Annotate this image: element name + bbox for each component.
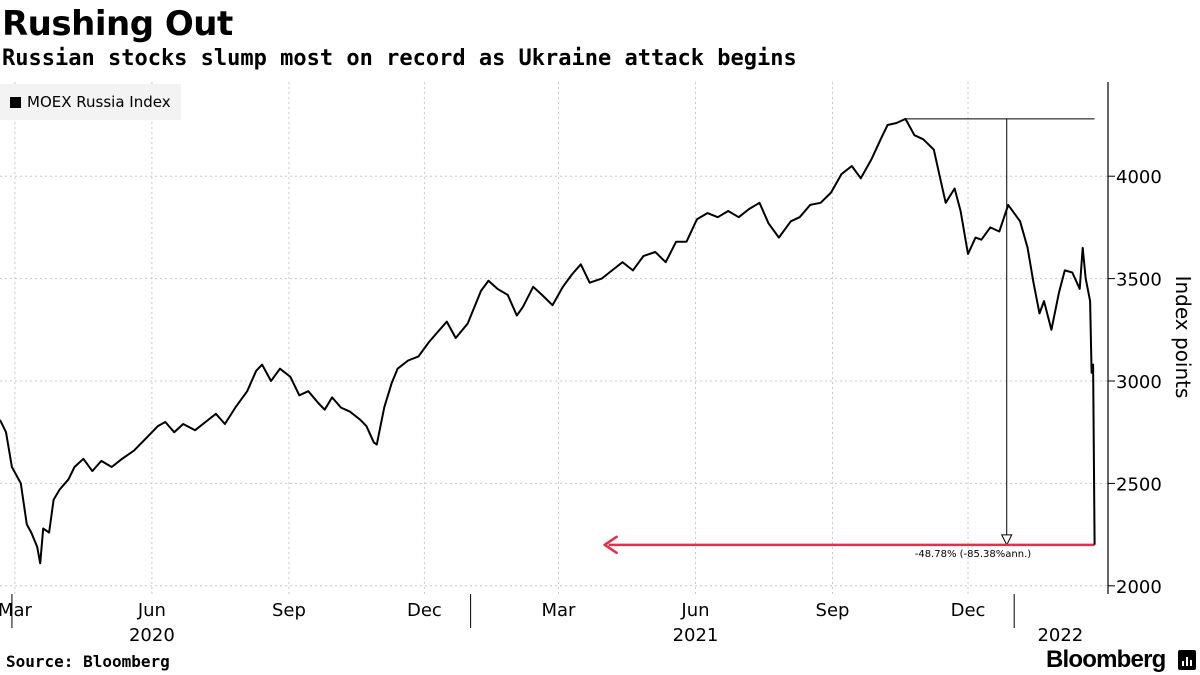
legend: MOEX Russia Index [0, 84, 181, 120]
y-tick-label: 2000 [1116, 577, 1162, 598]
x-tick-label: Jun [680, 600, 709, 621]
bloomberg-icon [1178, 650, 1196, 670]
source-note: Source: Bloomberg [6, 652, 170, 671]
red-arrow-head [603, 535, 618, 555]
annotations: -48.78% (-85.38%ann.) [603, 118, 1095, 560]
y-axis: 2000 2500 3000 3500 4000 [1107, 82, 1162, 598]
x-tick-label: Mar [0, 600, 32, 621]
x-tick-label: Sep [816, 600, 850, 621]
y-tick-label: 2500 [1116, 474, 1162, 495]
y-tick-label: 4000 [1116, 167, 1162, 188]
x-tick-label: Dec [951, 600, 986, 621]
chart-title: Rushing Out [2, 4, 233, 44]
grid-lines [0, 82, 1108, 594]
y-tick-label: 3500 [1116, 270, 1162, 291]
x-tick-label: Jun [137, 600, 166, 621]
legend-swatch [10, 96, 21, 108]
legend-label: MOEX Russia Index [27, 93, 171, 111]
x-tick-label: Dec [407, 600, 442, 621]
brand-logo-text: Bloomberg [1046, 646, 1166, 673]
x-tick-label: Mar [541, 600, 576, 621]
chart-subtitle: Russian stocks slump most on record as U… [2, 46, 797, 71]
x-tick-label: Sep [272, 600, 306, 621]
x-axis: Mar Jun Sep Dec Mar Jun Sep Dec 2020 2021 2022 [0, 594, 1083, 646]
series-line-moex [0, 117, 1096, 565]
y-tick-label: 3000 [1116, 372, 1162, 393]
y-axis-label: Index points [1171, 276, 1195, 399]
x-year-label: 2020 [129, 625, 175, 646]
x-year-label: 2021 [673, 625, 719, 646]
drop-percentage-label: -48.78% (-85.38%ann.) [915, 549, 1032, 560]
x-year-label: 2022 [1037, 625, 1083, 646]
drop-marker-arrowhead [1000, 534, 1013, 546]
